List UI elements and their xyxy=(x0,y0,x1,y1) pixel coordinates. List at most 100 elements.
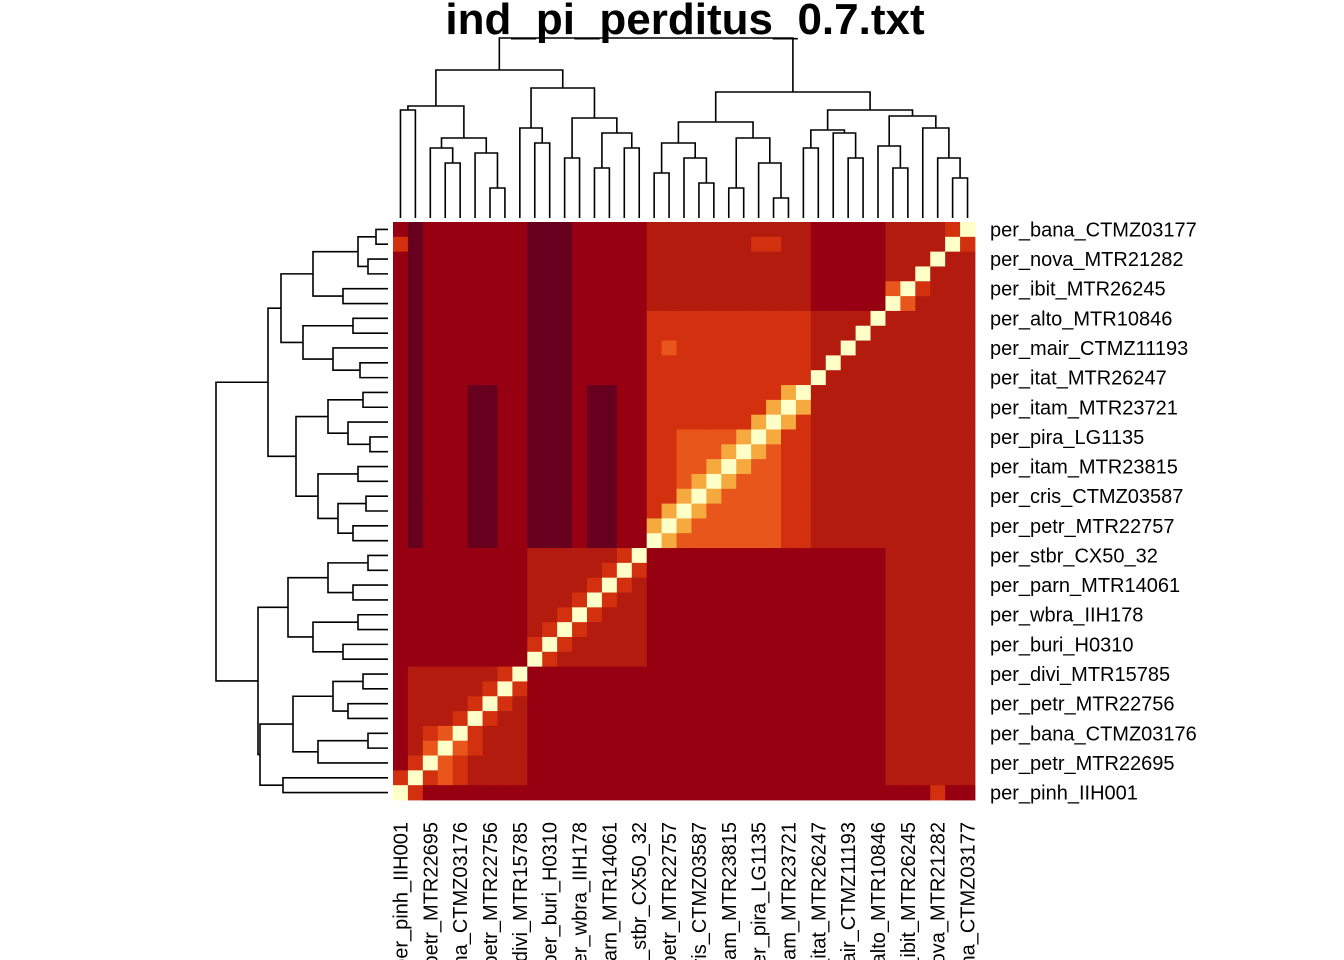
heatmap-cell xyxy=(825,740,842,756)
heatmap-cell xyxy=(542,429,558,445)
heatmap-cell xyxy=(542,340,558,356)
heatmap-cell xyxy=(855,488,871,504)
heatmap-cell xyxy=(960,488,976,504)
heatmap-cell xyxy=(497,562,513,579)
heatmap-cell xyxy=(422,711,439,727)
heatmap-cell xyxy=(736,755,752,771)
heatmap-cell xyxy=(557,310,573,327)
heatmap-cell xyxy=(542,785,558,801)
heatmap-cell xyxy=(736,459,752,475)
heatmap-cell xyxy=(467,725,483,742)
heatmap-cell xyxy=(646,473,663,490)
heatmap-cell xyxy=(960,370,976,386)
heatmap-cell xyxy=(557,607,573,623)
heatmap-cell xyxy=(691,681,707,697)
heatmap-cell xyxy=(512,236,528,253)
heatmap-cell xyxy=(960,251,976,267)
heatmap-cell xyxy=(616,325,633,341)
heatmap-cell xyxy=(482,296,498,312)
heatmap-cell xyxy=(467,503,483,519)
heatmap-cell xyxy=(855,696,871,712)
heatmap-cell xyxy=(542,651,558,668)
heatmap-cell xyxy=(900,770,916,786)
heatmap-cell xyxy=(587,310,603,327)
heatmap-cell xyxy=(407,636,424,653)
heatmap-cell xyxy=(766,533,782,549)
heatmap-cell xyxy=(527,414,543,430)
heatmap-cell xyxy=(885,622,901,638)
heatmap-cell xyxy=(706,622,722,638)
heatmap-cell xyxy=(885,548,901,564)
heatmap-cell xyxy=(631,577,648,593)
column-label: per_divi_MTR15785 xyxy=(510,822,532,960)
heatmap-cell xyxy=(795,251,812,267)
heatmap-cell xyxy=(766,444,782,460)
heatmap-cell xyxy=(467,385,483,401)
heatmap-cell xyxy=(691,562,707,579)
heatmap-cell xyxy=(407,785,424,801)
heatmap-cell xyxy=(706,636,722,653)
heatmap-cell xyxy=(422,651,439,668)
heatmap-cell xyxy=(751,296,767,312)
heatmap-cell xyxy=(915,770,931,786)
heatmap-cell xyxy=(945,414,961,430)
heatmap-cell xyxy=(736,266,752,282)
heatmap-cell xyxy=(825,281,842,297)
heatmap-cell xyxy=(527,385,543,401)
heatmap-cell xyxy=(676,488,692,504)
heatmap-cell xyxy=(870,651,886,668)
heatmap-cell xyxy=(825,518,842,534)
heatmap-cell xyxy=(631,444,648,460)
heatmap-cell xyxy=(795,222,812,238)
heatmap-cell xyxy=(572,222,588,238)
heatmap-cell xyxy=(945,385,961,401)
heatmap-cell xyxy=(691,310,707,327)
heatmap-cell xyxy=(527,473,543,490)
heatmap-cell xyxy=(661,414,677,430)
heatmap-cell xyxy=(437,548,454,564)
row-label: per_wbra_IIH178 xyxy=(990,605,1143,627)
heatmap-cell xyxy=(825,548,842,564)
heatmap-cell xyxy=(751,310,767,327)
heatmap-cell xyxy=(497,503,513,519)
heatmap-cell xyxy=(497,681,513,697)
heatmap-cell xyxy=(467,429,483,445)
heatmap-cell xyxy=(945,592,961,608)
heatmap-cell xyxy=(766,281,782,297)
heatmap-cell xyxy=(422,266,439,282)
heatmap-cell xyxy=(452,429,469,445)
heatmap-cell xyxy=(915,370,931,386)
heatmap-cell xyxy=(631,636,648,653)
heatmap-cell xyxy=(557,562,573,579)
heatmap-cell xyxy=(661,310,677,327)
heatmap-cell xyxy=(646,503,663,519)
heatmap-cell xyxy=(661,696,677,712)
heatmap-cell xyxy=(646,355,663,371)
heatmap-cell xyxy=(437,607,454,623)
heatmap-cell xyxy=(900,740,916,756)
heatmap-cell xyxy=(945,296,961,312)
heatmap-cell xyxy=(422,592,439,608)
heatmap-cell xyxy=(437,473,454,490)
heatmap-cell xyxy=(870,696,886,712)
heatmap-cell xyxy=(825,503,842,519)
heatmap-cell xyxy=(960,607,976,623)
heatmap-cell xyxy=(840,251,857,267)
heatmap-cell xyxy=(482,518,498,534)
heatmap-cell xyxy=(661,340,677,356)
heatmap-cell xyxy=(587,281,603,297)
column-label: per_pira_LG1135 xyxy=(749,822,771,960)
heatmap-cell xyxy=(795,785,812,801)
heatmap-cell xyxy=(646,681,663,697)
heatmap-cell xyxy=(676,785,692,801)
heatmap-cell xyxy=(885,666,901,682)
heatmap-cell xyxy=(437,503,454,519)
heatmap-cell xyxy=(601,429,618,445)
heatmap-cell xyxy=(781,414,797,430)
heatmap-cell xyxy=(512,414,528,430)
heatmap-cell xyxy=(393,251,409,267)
heatmap-cell xyxy=(676,236,692,253)
heatmap-cell xyxy=(572,607,588,623)
heatmap-cell xyxy=(661,740,677,756)
heatmap-cell xyxy=(482,592,498,608)
